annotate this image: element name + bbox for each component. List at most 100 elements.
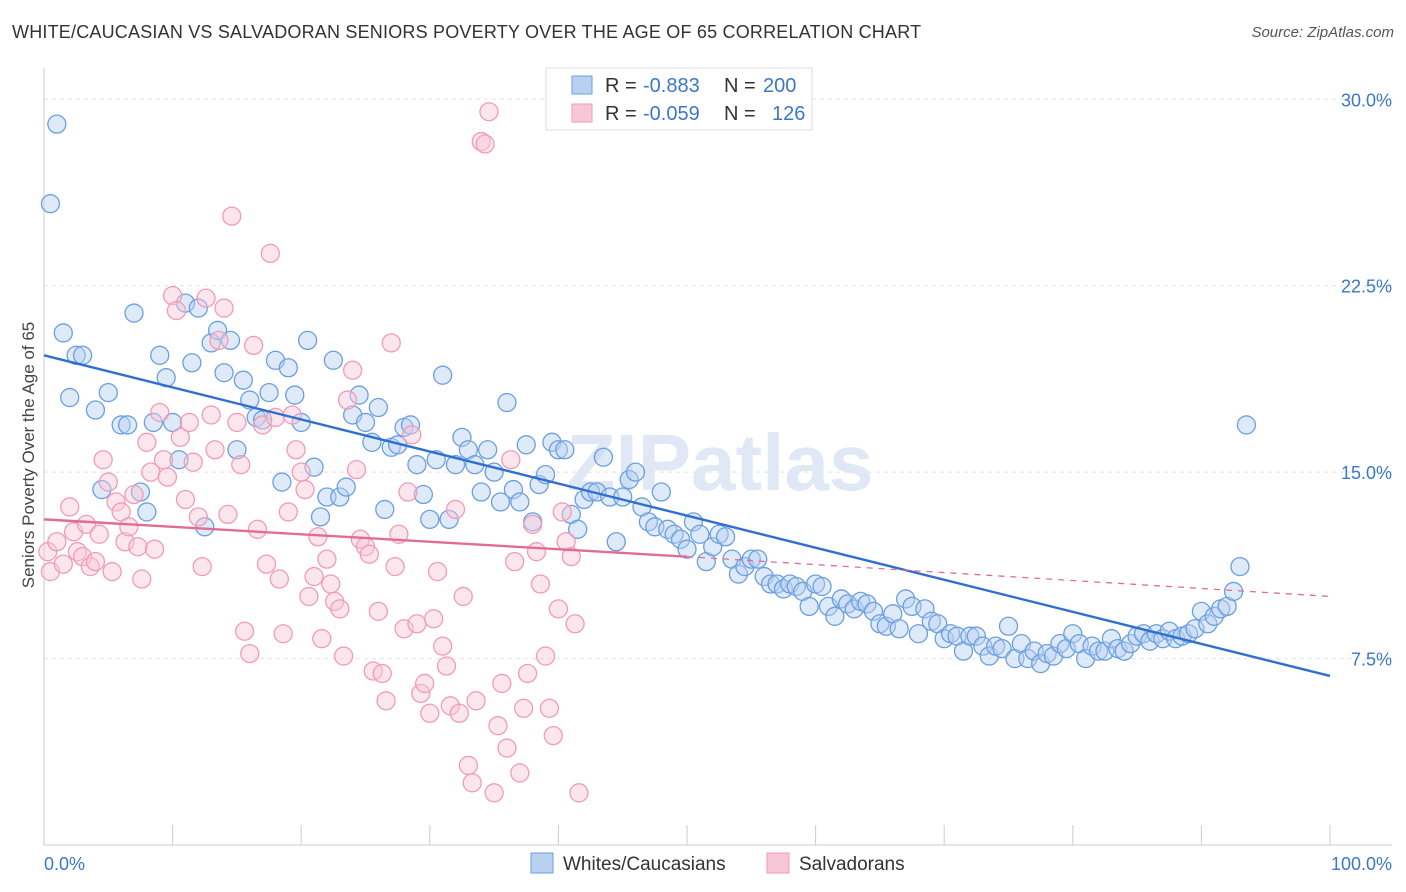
salvadorans-point-70 [342,360,363,380]
salvadorans-point-13 [98,472,118,492]
whites-point-134 [915,599,935,619]
salvadorans-point-59 [295,479,315,500]
whites-point-142 [966,626,986,646]
salvadorans-point-105 [492,673,512,694]
salvadorans-point-106 [497,738,517,758]
salvadorans-point-63 [312,629,332,649]
whites-point-133 [908,624,929,644]
whites-point-56 [413,484,434,505]
salvadorans-point-33 [183,452,203,472]
whites-point-175 [1178,624,1199,644]
grid-lines [44,98,1392,660]
whites-point-146 [992,638,1012,659]
salvadorans-point-121 [561,547,581,567]
whites-point-62 [452,427,472,447]
salvadorans-point-8 [76,514,97,534]
whites-point-131 [895,589,916,609]
whites-point-155 [1050,634,1070,654]
whites-point-183 [1230,556,1250,577]
salvadorans-point-84 [402,425,422,445]
salvadorans-point-71 [346,460,367,480]
whites-point-54 [400,415,421,435]
salvadorans-point-101 [475,134,495,154]
salvadorans-point-68 [333,646,354,666]
salvadorans-point-50 [256,554,277,574]
whites-point-178 [1198,614,1218,634]
salvadorans-point-108 [505,551,525,572]
salvadorans-point-46 [240,643,260,664]
salvadorans-point-40 [214,298,234,318]
y-tick-label-3: 30.0% [1341,90,1392,110]
salvadorans-point-36 [196,288,216,308]
whites-point-70 [503,479,524,500]
whites-point-15 [150,345,170,365]
salvadorans-point-44 [231,455,251,475]
bottom-legend-swatch-salvadorans [766,852,790,874]
whites-point-32 [259,382,279,403]
salvadorans-point-25 [150,402,170,423]
whites-point-57 [420,509,440,530]
whites-point-38 [297,330,318,351]
salvadorans-point-97 [458,755,479,776]
salvadorans-point-11 [89,524,109,544]
bottom-legend: Whites/Caucasians Salvadorans [530,852,905,875]
salvadorans-point-31 [175,489,196,510]
whites-point-24 [207,320,228,341]
legend-r-value-1: -0.059 [643,103,700,125]
trend-line-1 [43,518,688,558]
whites-point-34 [272,472,292,492]
whites-point-0 [47,114,67,134]
salvadorans-point-123 [569,783,589,803]
whites-point-9 [111,415,131,435]
whites-point-50 [375,499,395,520]
whites-point-65 [471,482,491,502]
salvadorans-point-98 [462,773,482,793]
whites-point-10 [117,415,138,435]
salvadorans-point-78 [376,691,396,711]
trend-lines [43,354,1331,678]
whites-point-97 [677,539,697,559]
salvadorans-point-24 [144,539,165,559]
legend-r-label-0: R = [605,75,637,97]
salvadorans-point-99 [466,691,486,711]
whites-point-44 [336,477,356,497]
whites-point-5 [72,345,93,365]
whites-point-66 [478,440,498,460]
salvadorans-point-114 [530,574,551,594]
whites-point-95 [664,524,684,544]
whites-point-69 [497,392,517,413]
whites-point-147 [998,616,1019,636]
whites-point-49 [368,397,389,418]
salvadorans-point-39 [209,330,229,351]
salvadorans-point-111 [517,663,538,684]
y-axis-label: Seniors Poverty Over the Age of 65 [19,322,38,588]
salvadorans-point-92 [436,656,457,676]
salvadorans-point-87 [415,673,435,694]
salvadorans-point-85 [407,614,427,634]
whites-point-55 [407,455,427,475]
salvadorans-point-41 [218,504,238,525]
salvadorans-point-112 [523,514,543,534]
salvadorans-point-18 [119,517,139,537]
whites-point-116 [799,596,819,617]
salvadorans-point-86 [411,683,431,704]
salvadorans-point-89 [424,609,444,629]
salvadorans-point-28 [162,286,183,306]
bottom-legend-label-whites: Whites/Caucasians [563,854,726,875]
salvadorans-point-103 [484,783,504,803]
salvadorans-point-116 [539,698,560,718]
salvadorans-point-26 [153,450,174,470]
salvadorans-point-30 [170,427,190,447]
salvadorans-point-29 [166,300,187,321]
salvadorans-point-102 [479,102,499,122]
whites-point-125 [857,594,877,614]
salvadorans-point-113 [526,542,547,562]
bottom-legend-swatch-whites [530,852,554,874]
whites-point-161 [1088,641,1109,661]
whites-point-77 [548,440,569,460]
salvadorans-point-54 [273,624,293,644]
y-tick-label-1: 15.0% [1341,463,1392,483]
trend-line-0 [43,354,1331,678]
salvadorans-point-15 [106,492,126,512]
chart-title: WHITE/CAUCASIAN VS SALVADORAN SENIORS PO… [12,22,922,42]
